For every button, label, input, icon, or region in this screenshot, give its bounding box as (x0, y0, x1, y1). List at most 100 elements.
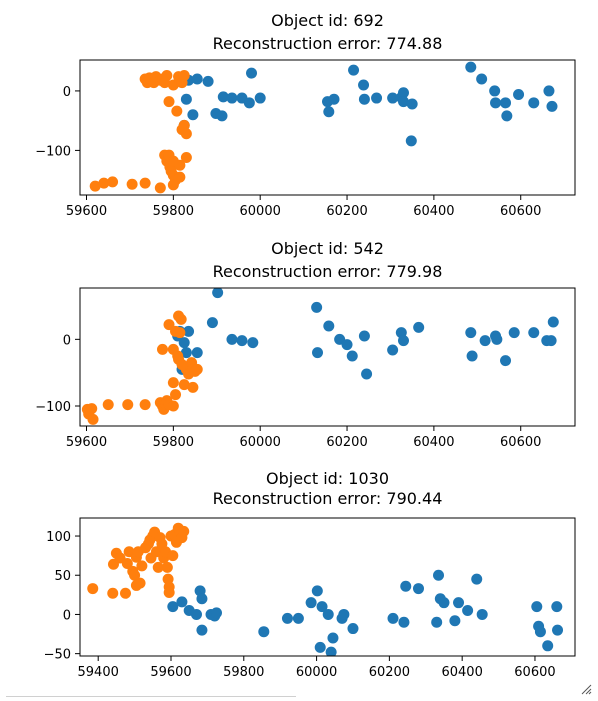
scatter-point-series-1 (316, 601, 328, 613)
scatter-point-series-2 (163, 586, 175, 598)
x-tick-label: 59800 (153, 435, 194, 450)
scatter-point-series-1 (292, 612, 304, 624)
scatter-point-series-1 (531, 601, 543, 613)
scatter-point-series-1 (513, 88, 525, 100)
scatter-point-series-1 (491, 333, 503, 345)
scatter-point-series-1 (210, 607, 222, 619)
scatter-point-series-1 (542, 640, 554, 652)
scatter-point-series-1 (212, 288, 224, 299)
chart-panel-2: Object id: 542 Reconstruction error: 779.… (35, 239, 576, 450)
scatter-point-series-1 (453, 597, 465, 609)
scatter-point-series-1 (490, 97, 502, 109)
scatter-point-series-1 (348, 64, 360, 76)
scatter-point-series-1 (196, 593, 208, 605)
scatter-point-series-2 (191, 363, 203, 375)
scatter-point-series-1 (476, 73, 488, 85)
chart-title-line-1: Object id: 692 (271, 11, 384, 30)
x-tick-label: 60200 (326, 204, 367, 219)
chart-title-line-1: Object id: 542 (271, 239, 384, 258)
scatter-point-series-1 (449, 615, 461, 627)
scatter-point-series-1 (236, 335, 248, 347)
scatter-point-series-1 (191, 73, 203, 85)
scatter-point-series-1 (226, 92, 238, 104)
scatter-point-series-2 (178, 379, 190, 391)
scatter-point-series-1 (465, 61, 477, 73)
scatter-point-series-1 (338, 608, 350, 620)
scatter-point-series-1 (462, 605, 474, 617)
scatter-point-series-1 (358, 93, 370, 105)
scatter-point-series-2 (98, 177, 110, 189)
scatter-point-series-2 (161, 561, 173, 573)
scatter-point-series-1 (183, 325, 195, 337)
scatter-point-series-1 (406, 98, 418, 110)
x-tick-label: 60600 (500, 435, 541, 450)
scatter-point-series-1 (397, 87, 409, 99)
scatter-point-series-1 (243, 97, 255, 109)
scatter-point-series-2 (178, 119, 190, 131)
scatter-point-series-1 (500, 355, 512, 367)
scatter-point-series-1 (311, 301, 323, 313)
scatter-point-series-1 (361, 368, 373, 380)
scatter-point-series-2 (174, 171, 186, 183)
scatter-point-series-2 (126, 178, 138, 190)
scatter-point-series-2 (161, 69, 173, 81)
x-tick-label: 60000 (240, 204, 281, 219)
scatter-point-series-1 (547, 316, 559, 328)
scatter-point-series-2 (174, 159, 186, 171)
scatter-point-series-2 (174, 327, 186, 339)
resize-grip-icon[interactable] (580, 683, 592, 695)
scatter-point-series-2 (180, 152, 192, 164)
scatter-point-series-2 (107, 176, 119, 188)
scatter-point-series-1 (371, 92, 383, 104)
scatter-point-series-2 (86, 403, 98, 415)
scatter-point-series-2 (180, 128, 192, 140)
x-tick-label: 59800 (223, 665, 264, 680)
scatter-points (89, 61, 558, 194)
scatter-point-series-1 (546, 100, 558, 112)
scatter-point-series-2 (187, 381, 199, 393)
scatter-point-series-1 (258, 626, 270, 638)
y-tick-label: 0 (63, 333, 71, 348)
scatter-point-series-2 (170, 389, 182, 401)
scatter-point-series-1 (247, 337, 259, 349)
window-bottom-strip (6, 696, 296, 701)
x-tick-label: 59600 (150, 665, 191, 680)
scatter-point-series-1 (322, 608, 334, 620)
y-tick-label: −50 (44, 648, 71, 663)
scatter-point-series-1 (412, 583, 424, 595)
scatter-point-series-1 (405, 135, 417, 147)
scatter-point-series-1 (545, 335, 557, 347)
scatter-point-series-1 (187, 109, 199, 121)
scatter-point-series-1 (314, 641, 326, 653)
scatter-point-series-1 (397, 96, 409, 108)
scatter-point-series-1 (398, 616, 410, 628)
scatter-point-series-2 (134, 577, 146, 589)
scatter-point-series-1 (180, 347, 192, 359)
y-tick-label: −100 (35, 144, 71, 159)
x-tick-label: 60400 (413, 204, 454, 219)
scatter-point-series-1 (413, 321, 425, 333)
scatter-point-series-1 (387, 344, 399, 356)
scatter-point-series-1 (341, 339, 353, 351)
scatter-point-series-2 (157, 343, 168, 355)
scatter-point-series-2 (167, 400, 179, 412)
scatter-point-series-1 (466, 350, 478, 362)
scatter-point-series-1 (489, 85, 501, 97)
scatter-point-series-1 (551, 601, 563, 613)
scatter-point-series-1 (312, 347, 324, 359)
scatter-point-series-1 (178, 337, 190, 349)
scatter-point-series-2 (154, 182, 166, 194)
x-tick-label: 59800 (153, 204, 194, 219)
scatter-point-series-1 (327, 632, 339, 644)
scatter-point-series-1 (397, 335, 409, 347)
scatter-points (87, 522, 564, 656)
scatter-point-series-2 (122, 399, 134, 411)
scatter-point-series-1 (528, 327, 540, 339)
scatter-point-series-2 (150, 546, 162, 558)
scatter-point-series-1 (387, 92, 399, 104)
scatter-point-series-1 (400, 580, 412, 592)
scatter-point-series-1 (246, 67, 258, 79)
scatter-point-series-2 (89, 180, 101, 192)
scatter-point-series-1 (347, 623, 359, 635)
